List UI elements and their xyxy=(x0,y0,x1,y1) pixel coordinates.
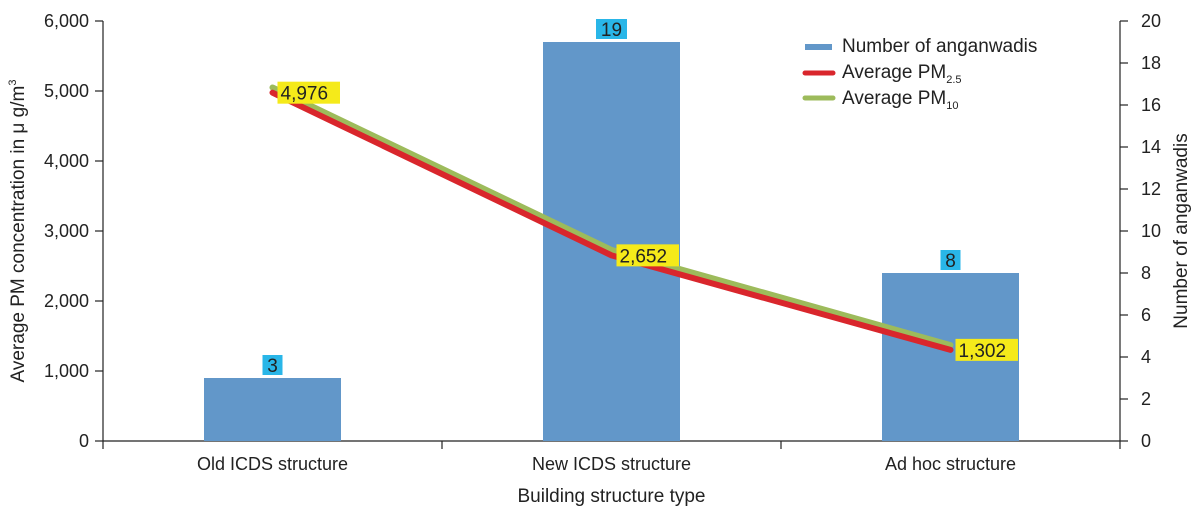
left-y-axis-title-superscript: 3 xyxy=(7,80,19,86)
left-y-tick-label: 6,000 xyxy=(44,11,89,31)
legend-label-pm25-subscript: 2.5 xyxy=(946,74,961,86)
left-y-tick-label: 2,000 xyxy=(44,291,89,311)
x-ticks: Old ICDS structure New ICDS structure Ad h… xyxy=(102,441,1121,474)
left-y-ticks: 0 1,000 2,000 3,000 4,000 5,000 6,000 xyxy=(44,11,103,451)
left-y-tick-label: 1,000 xyxy=(44,361,89,381)
x-axis-title: Building structure type xyxy=(518,486,706,507)
bar-value-label: 3 xyxy=(267,356,278,377)
right-y-tick-label: 14 xyxy=(1141,137,1161,157)
right-y-tick-label: 2 xyxy=(1141,389,1151,409)
right-y-axis-title: Number of anganwadis xyxy=(1171,133,1192,328)
x-tick-label: New ICDS structure xyxy=(532,454,691,474)
right-y-tick-label: 8 xyxy=(1141,263,1151,283)
line-pm10 xyxy=(269,84,954,349)
bar-value-label-bg xyxy=(596,19,627,39)
left-y-tick-label: 4,000 xyxy=(44,151,89,171)
left-y-tick-label: 0 xyxy=(79,431,89,451)
line-value-label: 4,976 xyxy=(281,84,329,105)
bar-value-label: 19 xyxy=(601,20,622,41)
right-y-tick-label: 0 xyxy=(1141,431,1151,451)
right-y-tick-label: 10 xyxy=(1141,221,1161,241)
legend-label-pm10: Average PM10 xyxy=(842,88,958,112)
right-y-tick-label: 12 xyxy=(1141,179,1161,199)
legend-label-pm10-subscript: 10 xyxy=(946,100,958,112)
line-pm25 xyxy=(269,89,954,353)
lines xyxy=(269,84,954,353)
left-y-axis-title: Average PM concentration in μ g/m3 xyxy=(7,80,29,383)
bar-value-label: 8 xyxy=(945,251,956,272)
right-y-tick-label: 6 xyxy=(1141,305,1151,325)
right-y-tick-label: 18 xyxy=(1141,53,1161,73)
legend-label-pm25-text: Average PM xyxy=(842,62,946,83)
line-value-label: 1,302 xyxy=(959,341,1007,362)
left-y-axis-title-text: Average PM concentration in μ g/m xyxy=(8,86,29,383)
legend-label-pm10-text: Average PM xyxy=(842,88,946,109)
x-tick-label: Old ICDS structure xyxy=(197,454,348,474)
legend-label-bars: Number of anganwadis xyxy=(842,36,1037,57)
line-value-label-bg xyxy=(955,338,1018,361)
legend-swatch-bars xyxy=(805,44,832,50)
left-y-tick-label: 3,000 xyxy=(44,221,89,241)
right-y-tick-label: 4 xyxy=(1141,347,1151,367)
bar xyxy=(204,378,341,441)
bar-value-label-bg xyxy=(940,250,961,270)
legend: Number of anganwadis Average PM2.5 Avera… xyxy=(802,36,1037,112)
bar-value-label-bg xyxy=(262,355,283,375)
right-y-tick-label: 20 xyxy=(1141,11,1161,31)
data-labels: 3 19 8 4,976 2,652 1,302 xyxy=(262,19,1018,377)
x-tick-label: Ad hoc structure xyxy=(885,454,1016,474)
right-y-tick-label: 16 xyxy=(1141,95,1161,115)
left-y-tick-label: 5,000 xyxy=(44,81,89,101)
line-value-label-bg xyxy=(277,81,340,104)
line-value-label-bg xyxy=(616,244,679,267)
bar xyxy=(543,42,680,441)
right-y-ticks: 0 2 4 6 8 10 12 14 16 18 20 xyxy=(1120,11,1161,451)
line-value-label: 2,652 xyxy=(620,246,668,267)
legend-label-pm25: Average PM2.5 xyxy=(842,62,962,86)
